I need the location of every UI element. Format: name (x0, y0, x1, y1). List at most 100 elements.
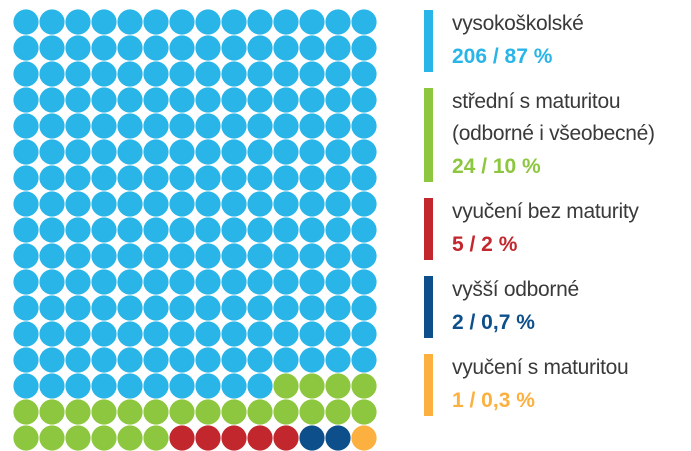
dot (143, 425, 169, 451)
dot (169, 139, 195, 165)
dot (143, 321, 169, 347)
dot (91, 113, 117, 139)
dot (65, 9, 91, 35)
dot (247, 269, 273, 295)
dot (299, 347, 325, 373)
dot (65, 113, 91, 139)
dot (65, 87, 91, 113)
dot (247, 425, 273, 451)
dot (299, 373, 325, 399)
dot (221, 217, 247, 243)
dot (273, 321, 299, 347)
dot (221, 139, 247, 165)
dot (273, 425, 299, 451)
dot (299, 165, 325, 191)
dot (143, 165, 169, 191)
dot (39, 9, 65, 35)
dot (221, 269, 247, 295)
dot (39, 399, 65, 425)
dot (143, 347, 169, 373)
dot (91, 139, 117, 165)
dot (273, 165, 299, 191)
dot (325, 321, 351, 347)
dot (273, 347, 299, 373)
dot (247, 139, 273, 165)
dot (91, 191, 117, 217)
legend-label: vyučení bez maturity (452, 200, 639, 223)
dot (65, 191, 91, 217)
dot (325, 191, 351, 217)
dot (195, 9, 221, 35)
dot (13, 217, 39, 243)
dot (143, 399, 169, 425)
legend-entry: střední s maturitou (odborné i všeobecné… (424, 86, 691, 184)
dot (65, 165, 91, 191)
dot (273, 87, 299, 113)
legend-label: vyšší odborné (452, 278, 579, 301)
dot (273, 61, 299, 87)
dot (91, 61, 117, 87)
dot (195, 139, 221, 165)
dot (195, 347, 221, 373)
dot (91, 9, 117, 35)
dot (169, 399, 195, 425)
dot (351, 347, 377, 373)
dot (221, 87, 247, 113)
dot (91, 217, 117, 243)
dot (91, 425, 117, 451)
legend-swatch (424, 88, 433, 182)
dot (169, 61, 195, 87)
dot (91, 295, 117, 321)
dot (117, 243, 143, 269)
dot (325, 425, 351, 451)
dot (351, 321, 377, 347)
dot (117, 399, 143, 425)
dot (247, 321, 273, 347)
dot (299, 9, 325, 35)
dot (117, 165, 143, 191)
dot (221, 399, 247, 425)
dot (299, 191, 325, 217)
dot (39, 35, 65, 61)
dot (221, 243, 247, 269)
dot (169, 243, 195, 269)
dot (39, 217, 65, 243)
dot (299, 87, 325, 113)
dot (351, 399, 377, 425)
dot (273, 35, 299, 61)
dot (91, 243, 117, 269)
dot (247, 295, 273, 321)
dot (143, 113, 169, 139)
dot (351, 35, 377, 61)
value-label: 206 / 87 % (452, 45, 553, 68)
dot (299, 269, 325, 295)
dot (273, 399, 299, 425)
dot (325, 113, 351, 139)
dot (13, 35, 39, 61)
legend-entry: vyšší odborné 2 / 0,7 % (424, 274, 691, 340)
dot (325, 61, 351, 87)
dot (169, 165, 195, 191)
dot (273, 243, 299, 269)
dot (325, 165, 351, 191)
dot (91, 165, 117, 191)
dot (143, 373, 169, 399)
dot (65, 425, 91, 451)
dot (195, 243, 221, 269)
dot (13, 425, 39, 451)
dot (325, 9, 351, 35)
dot (247, 61, 273, 87)
value-label: 1 / 0,3 % (452, 389, 535, 412)
dot (39, 373, 65, 399)
dot (143, 9, 169, 35)
dot (117, 269, 143, 295)
dot (273, 373, 299, 399)
legend: vysokoškolské 206 / 87 % střední s maturit… (424, 8, 691, 430)
dot (39, 191, 65, 217)
dot (117, 347, 143, 373)
dot (117, 87, 143, 113)
dot (325, 139, 351, 165)
dot (247, 373, 273, 399)
dot (325, 399, 351, 425)
dot (143, 61, 169, 87)
